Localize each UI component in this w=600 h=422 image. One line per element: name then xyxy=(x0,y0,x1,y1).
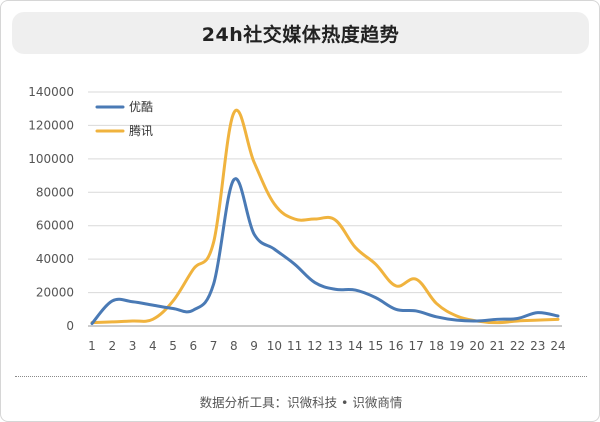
x-tick-label: 5 xyxy=(169,339,177,353)
series-line-youku xyxy=(90,177,560,325)
x-tick-label: 12 xyxy=(307,339,322,353)
x-tick-label: 2 xyxy=(108,339,116,353)
series-line-tencent xyxy=(90,108,560,325)
y-tick-label: 100000 xyxy=(28,152,74,166)
x-tick-label: 16 xyxy=(388,339,403,353)
x-tick-label: 17 xyxy=(409,339,424,353)
chart-title: 24h社交媒体热度趋势 xyxy=(201,23,400,46)
y-tick-label: 40000 xyxy=(36,252,74,266)
y-tick-label: 120000 xyxy=(28,118,74,132)
y-tick-label: 140000 xyxy=(28,85,74,99)
x-tick-label: 21 xyxy=(490,339,505,353)
legend-label-youku: 优酷 xyxy=(129,100,153,114)
x-tick-label: 18 xyxy=(429,339,444,353)
x-tick-label: 19 xyxy=(449,339,464,353)
footer-divider xyxy=(15,376,587,377)
x-tick-label: 10 xyxy=(267,339,282,353)
footer-credit: 数据分析工具：识微科技 • 识微商情 xyxy=(199,395,403,410)
x-tick-label: 24 xyxy=(550,339,565,353)
x-tick-label: 8 xyxy=(230,339,238,353)
legend-label-tencent: 腾讯 xyxy=(129,123,153,138)
y-tick-label: 80000 xyxy=(36,185,74,199)
x-tick-label: 11 xyxy=(287,339,302,353)
x-tick-label: 7 xyxy=(210,339,218,353)
x-tick-label: 20 xyxy=(469,339,484,353)
y-tick-label: 60000 xyxy=(36,219,74,233)
y-tick-label: 20000 xyxy=(36,286,74,300)
x-tick-label: 22 xyxy=(510,339,525,353)
line-chart: 0 20000 40000 60000 80000 100000 120000 140000 1… xyxy=(28,85,565,353)
x-tick-label: 14 xyxy=(348,339,363,353)
y-tick-label: 0 xyxy=(66,319,74,333)
x-tick-label: 1 xyxy=(88,339,96,353)
x-tick-label: 3 xyxy=(129,339,137,353)
title-bar: 24h社交媒体热度趋势 xyxy=(12,12,589,54)
x-tick-label: 13 xyxy=(327,339,342,353)
x-tick-label: 9 xyxy=(250,339,258,353)
x-tick-label: 15 xyxy=(368,339,383,353)
x-tick-label: 6 xyxy=(189,339,197,353)
x-tick-label: 23 xyxy=(530,339,545,353)
x-tick-label: 4 xyxy=(149,339,157,353)
